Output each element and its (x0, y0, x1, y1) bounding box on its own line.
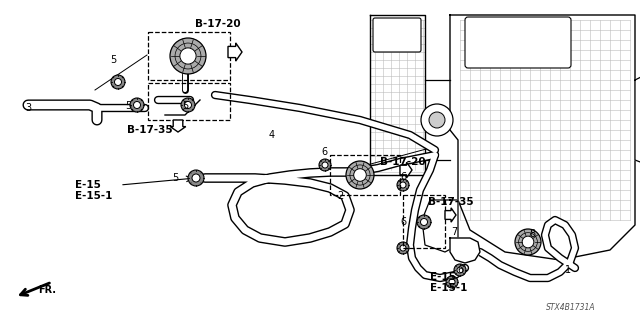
Polygon shape (445, 208, 456, 222)
Text: 4: 4 (269, 130, 275, 140)
Circle shape (429, 112, 445, 128)
Polygon shape (370, 15, 425, 175)
Circle shape (417, 215, 431, 229)
Text: STX4B1731A: STX4B1731A (546, 302, 596, 311)
Text: E-15-1: E-15-1 (430, 283, 467, 293)
Text: 5: 5 (172, 173, 178, 183)
Bar (148, 83, 230, 120)
Circle shape (454, 264, 466, 276)
Text: B-17-35: B-17-35 (428, 197, 474, 207)
Text: 3: 3 (25, 103, 31, 113)
FancyBboxPatch shape (465, 17, 571, 68)
Text: E-15-1: E-15-1 (75, 191, 113, 201)
Text: 2: 2 (337, 191, 343, 201)
Circle shape (354, 169, 366, 181)
Polygon shape (400, 162, 412, 178)
Circle shape (319, 159, 331, 171)
Circle shape (397, 242, 409, 254)
Circle shape (515, 229, 541, 255)
Text: 6: 6 (321, 147, 327, 157)
Polygon shape (635, 75, 640, 165)
Circle shape (188, 170, 204, 186)
Polygon shape (170, 120, 186, 132)
Circle shape (134, 101, 141, 108)
Circle shape (400, 182, 406, 188)
Text: B-17-20: B-17-20 (195, 19, 241, 29)
Polygon shape (450, 15, 635, 260)
Circle shape (180, 48, 196, 64)
Circle shape (421, 104, 453, 136)
Bar (148, 32, 230, 80)
Circle shape (181, 98, 195, 112)
Circle shape (111, 75, 125, 89)
Text: 6: 6 (400, 217, 406, 227)
Circle shape (170, 38, 206, 74)
Circle shape (457, 267, 463, 273)
Text: 6: 6 (457, 265, 463, 275)
Text: 1: 1 (565, 265, 571, 275)
Circle shape (346, 161, 374, 189)
Polygon shape (450, 238, 480, 263)
Bar (330, 155, 400, 195)
Text: B-17-35: B-17-35 (127, 125, 173, 135)
Circle shape (192, 174, 200, 182)
Text: 5: 5 (182, 101, 188, 111)
Text: 7: 7 (451, 227, 457, 237)
Polygon shape (425, 80, 450, 160)
Text: 5: 5 (110, 55, 116, 65)
Text: E-15: E-15 (75, 180, 101, 190)
Circle shape (446, 276, 458, 288)
Text: B-17-20: B-17-20 (380, 157, 426, 167)
Circle shape (449, 279, 455, 285)
Text: E-15: E-15 (430, 272, 456, 282)
FancyBboxPatch shape (373, 18, 421, 52)
Circle shape (130, 98, 144, 112)
Text: FR.: FR. (38, 285, 56, 295)
Circle shape (322, 162, 328, 168)
Circle shape (400, 245, 406, 251)
Text: 8: 8 (529, 229, 535, 239)
Circle shape (397, 179, 409, 191)
Circle shape (184, 101, 191, 108)
Bar (403, 195, 445, 248)
Circle shape (115, 78, 122, 85)
Text: 6: 6 (400, 172, 406, 182)
Polygon shape (422, 200, 458, 252)
Circle shape (522, 236, 534, 248)
Circle shape (420, 219, 428, 226)
Text: 5: 5 (125, 101, 131, 111)
Polygon shape (228, 43, 242, 61)
